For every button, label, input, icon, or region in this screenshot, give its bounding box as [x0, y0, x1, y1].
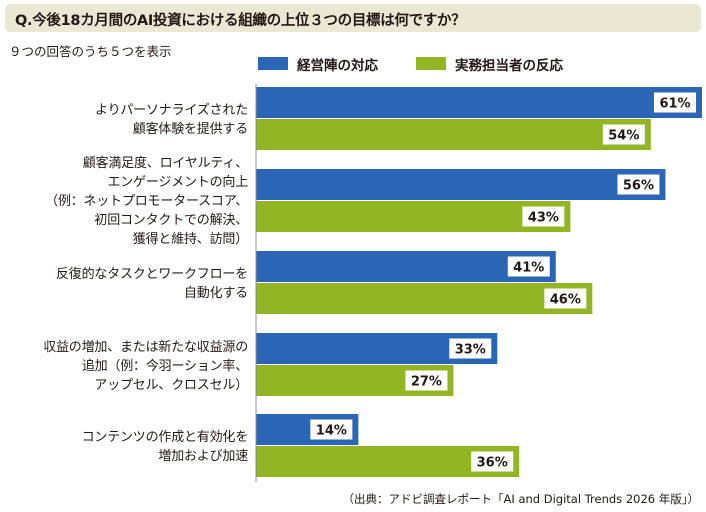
value-box-practitioner-1	[522, 206, 565, 227]
value-label-practitioner-4: 36%	[477, 456, 508, 471]
title-bar: Q.今後18カ月間のAI投資における組織の上位３つの目標は何ですか？	[5, 4, 701, 32]
source-note: （出典：アドビ調査レポート「AI and Digital Trends 2026…	[342, 492, 699, 506]
bar-practitioner-1	[256, 201, 571, 232]
legend-label-practitioner: 実務担当者の反応	[455, 58, 563, 74]
value-box-exec-0	[654, 92, 696, 113]
value-label-practitioner-2: 46%	[550, 293, 581, 308]
value-label-exec-0: 61%	[659, 97, 690, 112]
category-label-content-creation: コンテンツの作成と有効化を 増加および加速	[81, 430, 249, 464]
category-label-automate-tasks: 反復的なタスクとワークフローを 自動化する	[55, 267, 248, 301]
bar-exec-2	[256, 251, 556, 282]
category-label-personalized-cx: よりパーソナライズされた 顧客体験を提供する	[95, 103, 248, 137]
value-label-exec-1: 56%	[623, 179, 654, 194]
legend-swatch-practitioner	[416, 57, 446, 70]
category-label-customer-satisfaction: 顧客満足度、ロイヤルティ、 エンゲージメントの向上 （例：ネットプロモータースコ…	[45, 156, 248, 247]
value-box-exec-2	[507, 256, 550, 277]
value-label-exec-3: 33%	[455, 343, 486, 358]
value-label-exec-2: 41%	[513, 261, 544, 276]
value-label-practitioner-0: 54%	[608, 129, 639, 144]
bar-exec-1	[256, 169, 666, 200]
chart-title: Q.今後18カ月間のAI投資における組織の上位３つの目標は何ですか？	[15, 13, 466, 29]
bar-exec-0	[256, 87, 702, 118]
legend-swatch-exec	[258, 57, 288, 70]
value-label-practitioner-1: 43%	[528, 211, 559, 226]
category-label-revenue-growth: 収益の増加、または新たな収益源の 追加（例：今羽ーション率、 アップセル、クロス…	[43, 340, 248, 393]
value-box-practitioner-4	[471, 451, 514, 472]
bar-practitioner-0	[256, 119, 651, 150]
value-label-practitioner-3: 27%	[411, 375, 442, 390]
value-box-practitioner-3	[405, 370, 448, 391]
bar-practitioner-2	[256, 283, 593, 314]
value-box-exec-1	[617, 174, 660, 195]
legend-label-exec: 経営陣の対応	[297, 58, 378, 74]
value-box-practitioner-0	[602, 124, 645, 145]
value-box-exec-3	[449, 338, 492, 359]
chart-subtitle: ９つの回答のうち５つを表示	[9, 44, 172, 59]
value-box-exec-4	[310, 419, 353, 440]
value-box-practitioner-2	[544, 288, 587, 309]
value-label-exec-4: 14%	[316, 424, 347, 439]
